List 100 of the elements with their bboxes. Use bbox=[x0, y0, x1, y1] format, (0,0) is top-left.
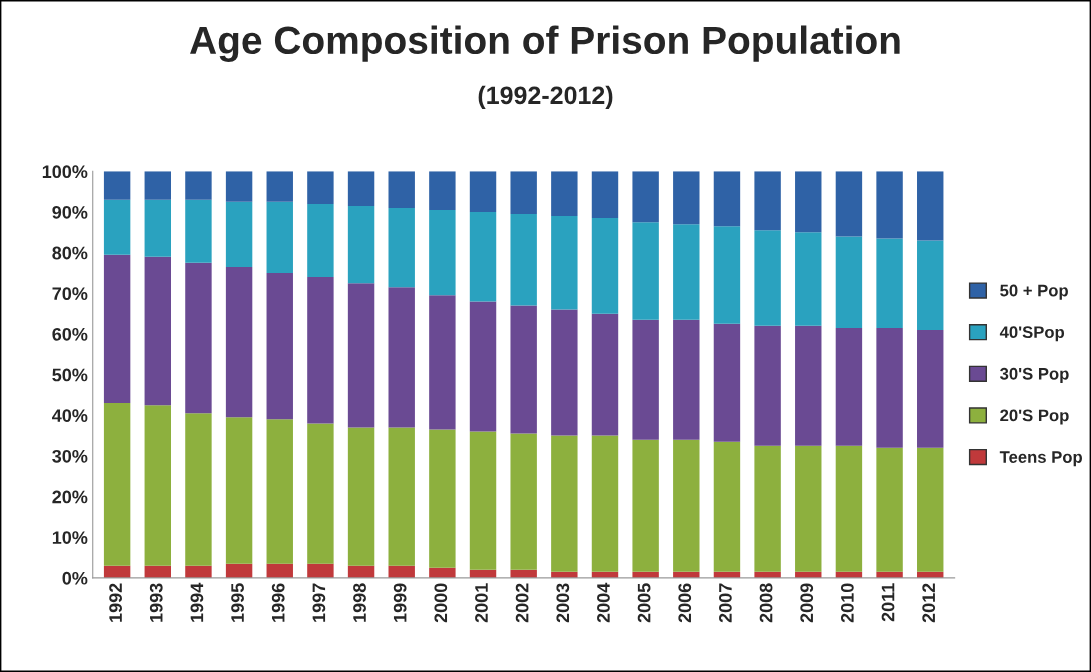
bar bbox=[225, 266, 253, 418]
y-tick-label: 0% bbox=[62, 571, 88, 585]
bar bbox=[632, 319, 659, 440]
bar bbox=[917, 447, 944, 572]
bar bbox=[754, 171, 781, 231]
bar bbox=[185, 171, 212, 200]
bar bbox=[144, 171, 171, 200]
x-tick-label: 2009 bbox=[800, 583, 814, 623]
bar bbox=[917, 329, 944, 448]
x-tick-label: 2000 bbox=[434, 583, 448, 623]
bar bbox=[795, 171, 822, 233]
bar bbox=[429, 429, 456, 568]
bar bbox=[917, 240, 944, 330]
bar bbox=[713, 323, 741, 442]
bar bbox=[307, 563, 334, 578]
bar bbox=[144, 199, 171, 257]
bar bbox=[185, 565, 212, 578]
x-tick-label: 2003 bbox=[556, 583, 570, 623]
bar bbox=[673, 224, 700, 320]
legend-label: 40'SPop bbox=[999, 326, 1065, 342]
bar bbox=[673, 439, 700, 572]
bar bbox=[510, 305, 537, 434]
bar bbox=[551, 309, 578, 436]
bar bbox=[713, 171, 741, 227]
bar bbox=[225, 201, 253, 267]
bar bbox=[225, 171, 253, 202]
x-tick-label: 1999 bbox=[393, 583, 407, 622]
bar bbox=[917, 171, 944, 241]
bar bbox=[713, 226, 741, 324]
bar bbox=[307, 203, 334, 278]
x-tick-label: 1993 bbox=[149, 583, 163, 622]
bar bbox=[591, 218, 619, 314]
y-tick-label: 30% bbox=[52, 449, 88, 463]
x-tick-label: 2007 bbox=[719, 583, 732, 623]
bar bbox=[307, 423, 334, 564]
bar bbox=[551, 435, 578, 572]
x-tick-label: 1996 bbox=[271, 583, 285, 622]
bar bbox=[835, 236, 863, 328]
bar bbox=[469, 301, 497, 432]
y-tick-label: 80% bbox=[52, 246, 88, 260]
bar bbox=[103, 199, 131, 255]
bar bbox=[754, 325, 781, 446]
bar bbox=[225, 563, 253, 578]
x-tick-label: 2008 bbox=[759, 583, 773, 623]
x-tick-label: 2012 bbox=[922, 583, 936, 623]
bar bbox=[632, 171, 659, 223]
bar bbox=[632, 439, 659, 572]
bar bbox=[591, 171, 619, 219]
y-tick-label: 100% bbox=[42, 165, 88, 179]
bar bbox=[429, 295, 456, 430]
x-tick-label: 2004 bbox=[597, 582, 610, 623]
bar bbox=[347, 205, 375, 284]
bar bbox=[185, 413, 212, 566]
chart-title: Age Composition of Prison Population bbox=[190, 25, 900, 62]
bar bbox=[429, 209, 456, 296]
bar bbox=[795, 325, 822, 446]
bar bbox=[469, 171, 497, 213]
bar bbox=[388, 207, 415, 288]
bar bbox=[835, 327, 863, 446]
legend-label: 20'S Pop bbox=[1000, 409, 1069, 425]
bar bbox=[876, 447, 903, 572]
legend-label: Teens Pop bbox=[999, 451, 1082, 467]
x-tick-label: 2001 bbox=[475, 583, 488, 623]
bar bbox=[266, 273, 293, 420]
bar bbox=[225, 417, 253, 564]
bar bbox=[144, 405, 171, 566]
bar bbox=[673, 319, 700, 440]
y-tick-label: 70% bbox=[52, 287, 88, 301]
chart-subtitle: (1992-2012) bbox=[478, 85, 613, 110]
x-tick-label: 2011 bbox=[881, 583, 895, 622]
bar bbox=[266, 171, 293, 202]
x-tick-label: 2006 bbox=[678, 583, 692, 623]
x-tick-label: 1992 bbox=[109, 583, 122, 622]
bar bbox=[876, 238, 903, 328]
x-tick-label: 2005 bbox=[637, 583, 651, 623]
bar bbox=[429, 171, 456, 210]
bar bbox=[673, 171, 700, 225]
y-tick-label: 50% bbox=[52, 368, 88, 382]
bar bbox=[307, 277, 334, 424]
bar bbox=[103, 254, 131, 404]
bar bbox=[795, 445, 822, 572]
x-tick-label: 2010 bbox=[840, 583, 854, 623]
bar bbox=[510, 433, 537, 570]
bar bbox=[307, 171, 334, 204]
x-tick-label: 2002 bbox=[515, 583, 529, 623]
bar bbox=[185, 262, 212, 414]
bar bbox=[266, 563, 293, 578]
bar bbox=[103, 171, 131, 200]
bar bbox=[876, 171, 903, 239]
bar bbox=[388, 287, 415, 428]
y-tick-label: 90% bbox=[52, 205, 88, 219]
legend-label: 30'S Pop bbox=[1000, 367, 1069, 383]
bar bbox=[388, 427, 415, 566]
bar bbox=[876, 327, 903, 448]
bar bbox=[266, 419, 293, 564]
bar bbox=[510, 214, 537, 306]
bar bbox=[754, 445, 781, 572]
bar bbox=[632, 222, 659, 320]
bar bbox=[835, 171, 863, 237]
bar bbox=[103, 403, 131, 566]
